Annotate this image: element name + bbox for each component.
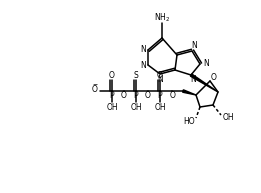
Text: N: N (140, 46, 146, 54)
Text: OH: OH (106, 102, 118, 112)
Text: O: O (92, 85, 98, 93)
Text: N: N (190, 74, 196, 84)
Text: HO: HO (183, 117, 195, 125)
Text: NH$_2$: NH$_2$ (154, 12, 170, 24)
Text: S: S (134, 70, 138, 80)
Polygon shape (183, 90, 196, 95)
Text: O: O (145, 91, 151, 100)
Text: N: N (140, 60, 146, 69)
Text: OH: OH (130, 102, 142, 112)
Text: O: O (211, 73, 217, 81)
Text: OH: OH (222, 113, 234, 122)
Polygon shape (190, 74, 218, 92)
Text: O: O (109, 70, 115, 80)
Text: N: N (191, 41, 197, 51)
Text: N: N (157, 74, 163, 84)
Text: P: P (158, 91, 162, 100)
Text: O: O (157, 70, 163, 80)
Text: P: P (134, 91, 138, 100)
Text: O: O (170, 91, 176, 100)
Text: O: O (121, 91, 127, 100)
Text: P: P (110, 91, 114, 100)
Text: N: N (203, 59, 209, 69)
Text: OH: OH (154, 102, 166, 112)
Text: −: − (92, 81, 98, 86)
